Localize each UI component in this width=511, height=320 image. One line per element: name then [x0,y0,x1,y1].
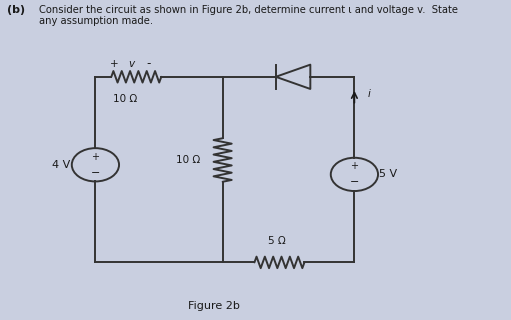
Text: +: + [110,59,119,69]
Text: -: - [147,58,151,70]
Text: −: − [350,177,359,188]
Text: 4 V: 4 V [52,160,71,170]
Text: 5 V: 5 V [380,169,398,180]
Text: i: i [368,89,371,99]
Text: (b): (b) [7,5,25,15]
Text: 10 Ω: 10 Ω [113,94,137,104]
Text: +: + [91,152,100,162]
Text: −: − [91,168,100,178]
Text: v: v [129,59,135,69]
Text: Figure 2b: Figure 2b [188,300,240,311]
Text: +: + [351,161,358,172]
Text: 5 Ω: 5 Ω [268,236,286,246]
Text: 10 Ω: 10 Ω [176,155,201,165]
Text: Consider the circuit as shown in Figure 2b, determine current ι and voltage v.  : Consider the circuit as shown in Figure … [39,5,458,27]
